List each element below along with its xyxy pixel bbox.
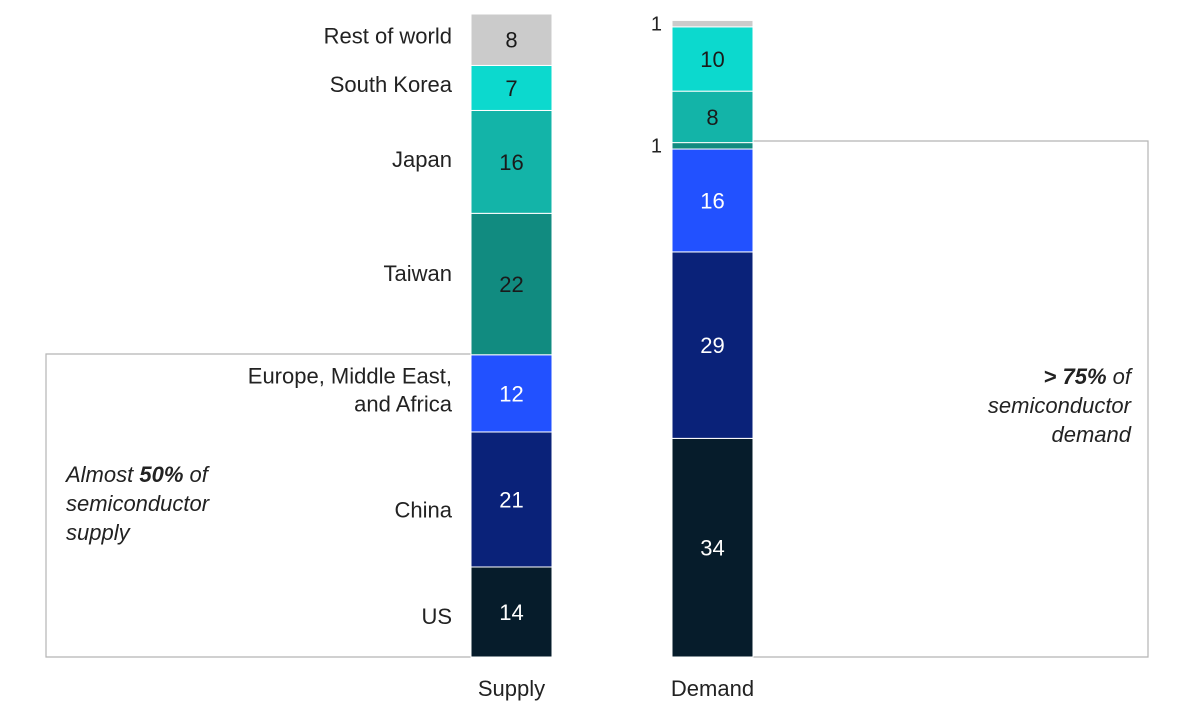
segment-label-japan: Japan (392, 147, 452, 172)
supply-bar-us (470, 566, 553, 658)
demand-annotation: > 75% of semiconductor demand (900, 362, 1131, 449)
segment-label-europe-middle-east-and-africa-line1: Europe, Middle East, (248, 363, 452, 388)
supply-group-bracket (45, 353, 471, 658)
category-label-demand: Demand (671, 676, 754, 701)
supply-value-us: 14 (499, 600, 523, 625)
demand-bar-south-korea (671, 26, 754, 92)
demand-value-china: 29 (700, 333, 724, 358)
supply-value-taiwan: 22 (499, 272, 523, 297)
demand-value-japan: 8 (706, 105, 718, 130)
supply-bar-rest-of-world (470, 13, 553, 66)
segment-label-china: China (395, 497, 453, 522)
demand-group-bracket (752, 140, 1149, 658)
supply-value-rest-of-world: 8 (505, 28, 517, 53)
group-brackets (45, 140, 1149, 658)
demand-annotation-line2: semiconductor (987, 393, 1131, 418)
demand-annotation-suffix: of (1106, 364, 1131, 389)
segment-label-south-korea: South Korea (330, 72, 453, 97)
segment-label-taiwan: Taiwan (384, 261, 452, 286)
segment-label-europe-middle-east-and-africa-line2: and Africa (354, 391, 453, 416)
supply-value-south-korea: 7 (505, 76, 517, 101)
demand-bar-taiwan (671, 142, 754, 150)
demand-value-south-korea: 10 (700, 47, 724, 72)
labels-layer: 14 US 21 China 12 Europe, Middle East, and Afr… (248, 13, 754, 701)
supply-annotation-line3: supply (66, 520, 130, 545)
supply-value-japan: 16 (499, 150, 523, 175)
supply-annotation: Almost 50% of semiconductor supply (66, 460, 286, 547)
segment-label-rest-of-world: Rest of world (324, 24, 452, 49)
demand-value-rest-of-world: 1 (651, 13, 662, 35)
demand-bar-japan (671, 90, 754, 144)
supply-bar-taiwan (470, 212, 553, 356)
demand-bar-us (671, 437, 754, 658)
supply-bar-japan (470, 109, 553, 214)
segment-label-us: US (421, 604, 452, 629)
demand-value-europe-middle-east-and-africa: 16 (700, 188, 724, 213)
demand-annotation-percent: > 75% (1043, 364, 1107, 389)
demand-annotation-line3: demand (1051, 422, 1131, 447)
demand-value-taiwan: 1 (651, 136, 662, 158)
supply-value-europe-middle-east-and-africa: 12 (499, 381, 523, 406)
bars-layer (470, 13, 754, 658)
supply-annotation-percent: 50% (139, 462, 184, 487)
supply-annotation-prefix: Almost (66, 462, 140, 487)
demand-bar-rest-of-world (671, 19, 754, 28)
supply-annotation-suffix: of (183, 462, 208, 487)
demand-bar-china (671, 251, 754, 439)
supply-value-china: 21 (499, 487, 523, 512)
supply-annotation-line2: semiconductor (66, 491, 210, 516)
category-label-supply: Supply (478, 676, 545, 701)
supply-bar-europe-middle-east-and-africa (470, 354, 553, 433)
supply-bar-south-korea (470, 64, 553, 111)
demand-value-us: 34 (700, 536, 724, 561)
